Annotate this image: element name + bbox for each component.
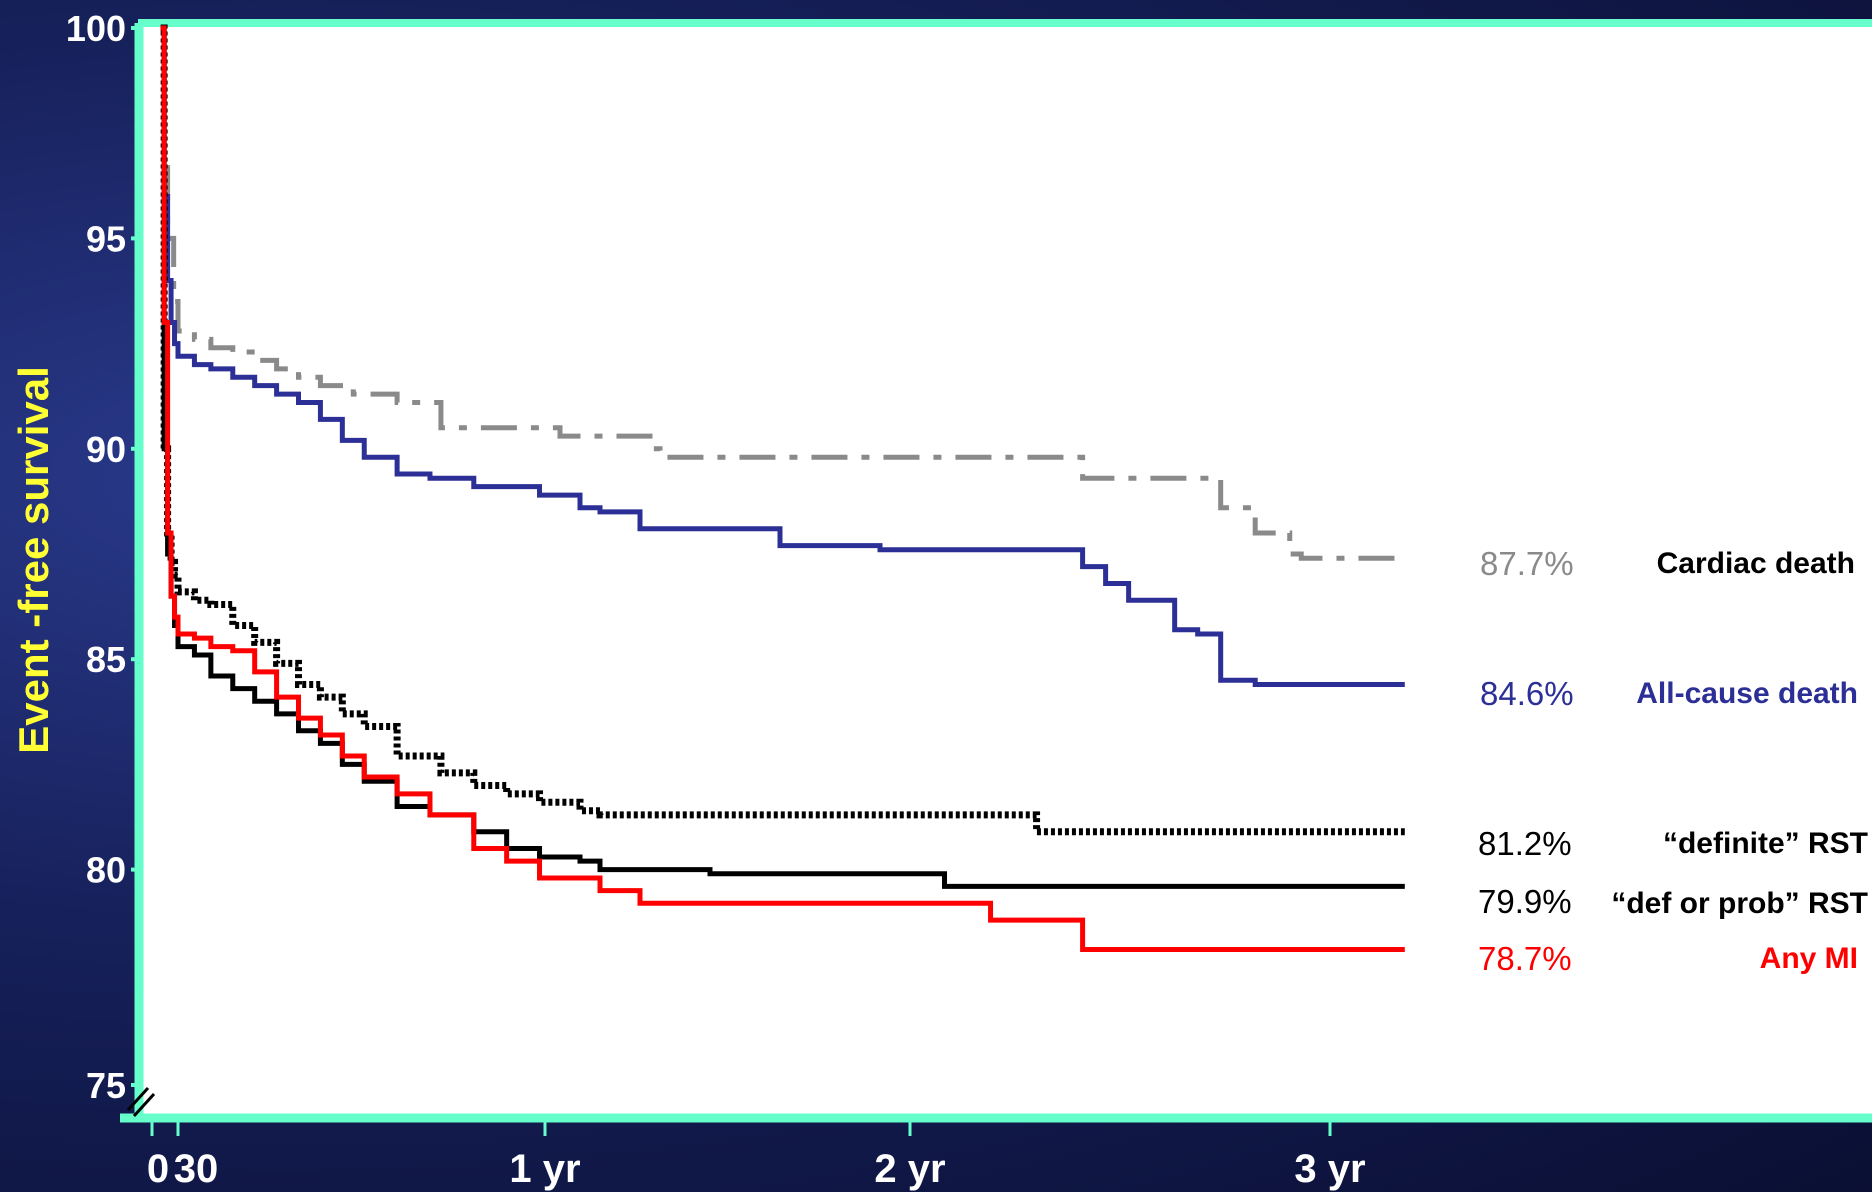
end-value-label: 79.9% [1478, 883, 1572, 920]
series-name-label: Cardiac death [1657, 547, 1855, 580]
end-value-label: 78.7% [1478, 940, 1572, 977]
x-tick-label: 2 yr [874, 1147, 945, 1191]
end-value-label: 84.6% [1480, 675, 1574, 712]
series-labels: 87.7% Cardiac death 84.6% All-cause death 81… [1478, 545, 1868, 977]
axis-break-mark [132, 1092, 156, 1118]
x-tick-label: 0 [147, 1147, 169, 1191]
y-tick-label: 100 [66, 8, 126, 49]
y-tick-label: 90 [86, 429, 126, 470]
axes: 100 95 90 85 80 75 0 30 1 yr 2 yr 3 yr [66, 8, 1872, 1191]
series-line-0 [160, 25, 1405, 561]
y-tick-label: 80 [86, 850, 126, 891]
series-line-4 [160, 25, 1405, 953]
series-line-2 [160, 24, 1405, 836]
series-name-label: Any MI [1760, 942, 1858, 975]
plot-area [143, 23, 1872, 1118]
y-tick-label: 85 [86, 639, 126, 680]
series-name-label: “definite” RST [1663, 827, 1868, 860]
end-value-label: 81.2% [1478, 825, 1572, 862]
series-line-1 [160, 25, 1405, 687]
series-name-label: “def or prob” RST [1611, 887, 1868, 920]
axis-break-mark [126, 1086, 150, 1112]
y-axis-label: Event -free survival [10, 366, 57, 754]
series-lines [160, 24, 1405, 953]
x-tick-label: 1 yr [509, 1147, 580, 1191]
x-tick-label: 3 yr [1294, 1147, 1365, 1191]
x-tick-label: 30 [174, 1147, 219, 1191]
y-tick-label: 95 [86, 218, 126, 259]
end-value-label: 87.7% [1480, 545, 1574, 582]
series-name-label: All-cause death [1636, 677, 1858, 710]
y-tick-label: 75 [86, 1065, 126, 1106]
